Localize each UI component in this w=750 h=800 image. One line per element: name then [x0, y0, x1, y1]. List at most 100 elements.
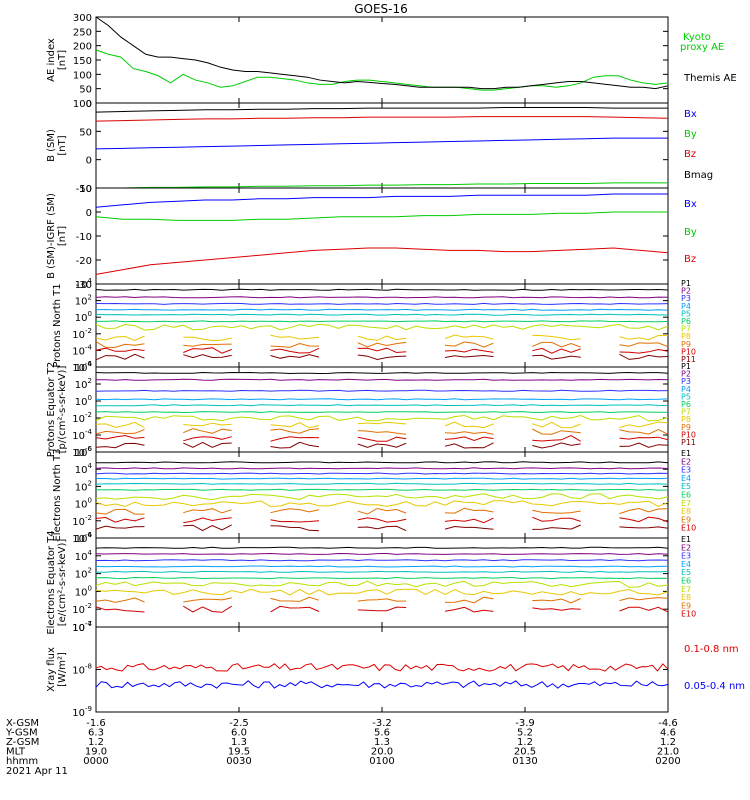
- y-axis-label-units: [W/m²]: [57, 652, 68, 687]
- y-tick-label: 0: [86, 99, 92, 110]
- legend-e8: E8: [681, 507, 691, 516]
- xaxis-value: 5.2: [517, 728, 533, 739]
- legend-p8: P8: [681, 332, 691, 341]
- legend-p4: P4: [681, 385, 691, 394]
- legend-p5: P5: [681, 309, 691, 318]
- y-axis-label: Protons North T1: [52, 283, 63, 367]
- legend-bx: Bx: [684, 109, 697, 120]
- legend-p1: P1: [681, 362, 691, 371]
- y-axis-label-text: AE index: [46, 38, 57, 82]
- legend-bmag: Bmag: [684, 170, 713, 181]
- legend-0.1-0.8: 0.1-0.8 nm: [684, 644, 739, 655]
- y-tick-label: -50: [76, 184, 92, 195]
- y-axis-label-text: Xray flux: [46, 647, 57, 692]
- legend-p5: P5: [681, 392, 691, 401]
- series-e10: [95, 605, 669, 613]
- y-axis-label: B (SM) [nT]: [46, 129, 68, 162]
- y-axis-label-text: Electrons Equator T4: [46, 530, 57, 634]
- date-label: 2021 Apr 11: [6, 766, 68, 777]
- legend-p3: P3: [681, 377, 691, 386]
- series-p7: [95, 414, 669, 422]
- legend-p11: P11: [681, 438, 696, 447]
- series-p4: [95, 308, 669, 311]
- legend-e4: E4: [681, 474, 691, 483]
- series-s10: [95, 524, 669, 532]
- xaxis-value: -3.9: [515, 718, 535, 729]
- legend-e7: E7: [681, 499, 691, 508]
- x-axis-labels: X-GSM -1.6 -2.5 -3.2 -3.9 -4.6 Y-GSM 6.3 6.0 5.6 5…: [5, 718, 681, 777]
- y-tick-label: -20: [76, 256, 92, 267]
- xaxis-value: 0000: [83, 756, 108, 767]
- series-kyoto-proxy-ae: [95, 49, 669, 91]
- legend-p10: P10: [681, 347, 696, 356]
- y-tick-label: 200: [73, 42, 92, 53]
- xaxis-row-label: MLT: [6, 747, 26, 758]
- y-tick-label: 10-8: [72, 663, 92, 677]
- legend-0.05-0.4: 0.05-0.4 nm: [684, 681, 745, 692]
- xaxis-value: -1.6: [86, 718, 106, 729]
- legend-p9: P9: [681, 423, 691, 432]
- xaxis-value: 20.0: [371, 747, 393, 758]
- legend-e4: E4: [681, 560, 691, 569]
- y-tick-label: 100: [75, 584, 92, 598]
- y-tick-label: 102: [75, 294, 92, 308]
- series-p2: [95, 296, 669, 299]
- y-axis-label-text: Protons North T1: [52, 283, 63, 367]
- series-bx: [95, 137, 668, 150]
- legend-e3: E3: [681, 552, 691, 561]
- y-tick-label: 10-2: [72, 327, 92, 341]
- legend-e5: E5: [681, 568, 691, 577]
- legend-p11: P11: [681, 355, 696, 364]
- series-p6: [95, 411, 669, 414]
- legend-p2: P2: [681, 287, 691, 296]
- plot-title: GOES-16: [354, 2, 408, 16]
- series-p10: [95, 347, 669, 354]
- xaxis-value: -4.6: [658, 718, 678, 729]
- series-bz: [95, 247, 669, 275]
- xaxis-row-label: Z-GSM: [6, 737, 39, 748]
- xaxis-value: 20.5: [514, 747, 536, 758]
- legend: 0.1-0.8 nm 0.05-0.4 nm: [684, 644, 745, 692]
- y-tick-label: 150: [73, 56, 92, 67]
- series-p9: [95, 341, 669, 348]
- xaxis-value: 0130: [512, 756, 537, 767]
- series-e7: [95, 493, 669, 501]
- xaxis-value: 4.6: [660, 728, 676, 739]
- y-tick-label: 100: [73, 99, 92, 110]
- legend-kyoto: Kyoto: [683, 32, 711, 43]
- series-p8: [95, 421, 669, 429]
- xaxis-row-label: hhmm: [6, 756, 38, 767]
- legend-bz: Bz: [684, 254, 696, 265]
- y-axis-label: Electrons Equator T4 [e/(cm²-s-sr-keV)]: [46, 530, 68, 634]
- y-tick-label: 10-7: [72, 620, 92, 634]
- series-0.05-0.4 nm: [95, 680, 669, 689]
- series-p11: [95, 441, 669, 449]
- legend-e1: E1: [681, 449, 691, 458]
- y-tick-label: 102: [75, 377, 92, 391]
- y-tick-label: 10-2: [72, 411, 92, 425]
- series-by: [95, 211, 668, 221]
- xaxis-value: 1.3: [374, 737, 390, 748]
- legend-e7: E7: [681, 585, 691, 594]
- xaxis-value: 1.3: [231, 737, 247, 748]
- y-tick-label: 10-4: [72, 343, 92, 357]
- y-axis-label-units: [p/(cm²-s-sr-keV)]: [57, 366, 68, 454]
- xaxis-value: 0200: [655, 756, 680, 767]
- legend-p1: P1: [681, 279, 691, 288]
- legend-e9: E9: [681, 515, 691, 524]
- legend-p6: P6: [681, 400, 691, 409]
- y-tick-label: 106: [75, 445, 93, 459]
- y-tick-label: 100: [75, 497, 92, 511]
- y-tick-label: 104: [75, 360, 93, 374]
- legend-p9: P9: [681, 340, 691, 349]
- y-axis-label-units: [nT]: [57, 50, 68, 70]
- y-axis-label: B (SM)-IGRF (SM) [nT]: [46, 193, 68, 279]
- y-axis-label: Xray flux [W/m²]: [46, 647, 68, 692]
- legend-bz: Bz: [684, 149, 696, 160]
- legend-p6: P6: [681, 317, 691, 326]
- panel-frame: [95, 16, 669, 104]
